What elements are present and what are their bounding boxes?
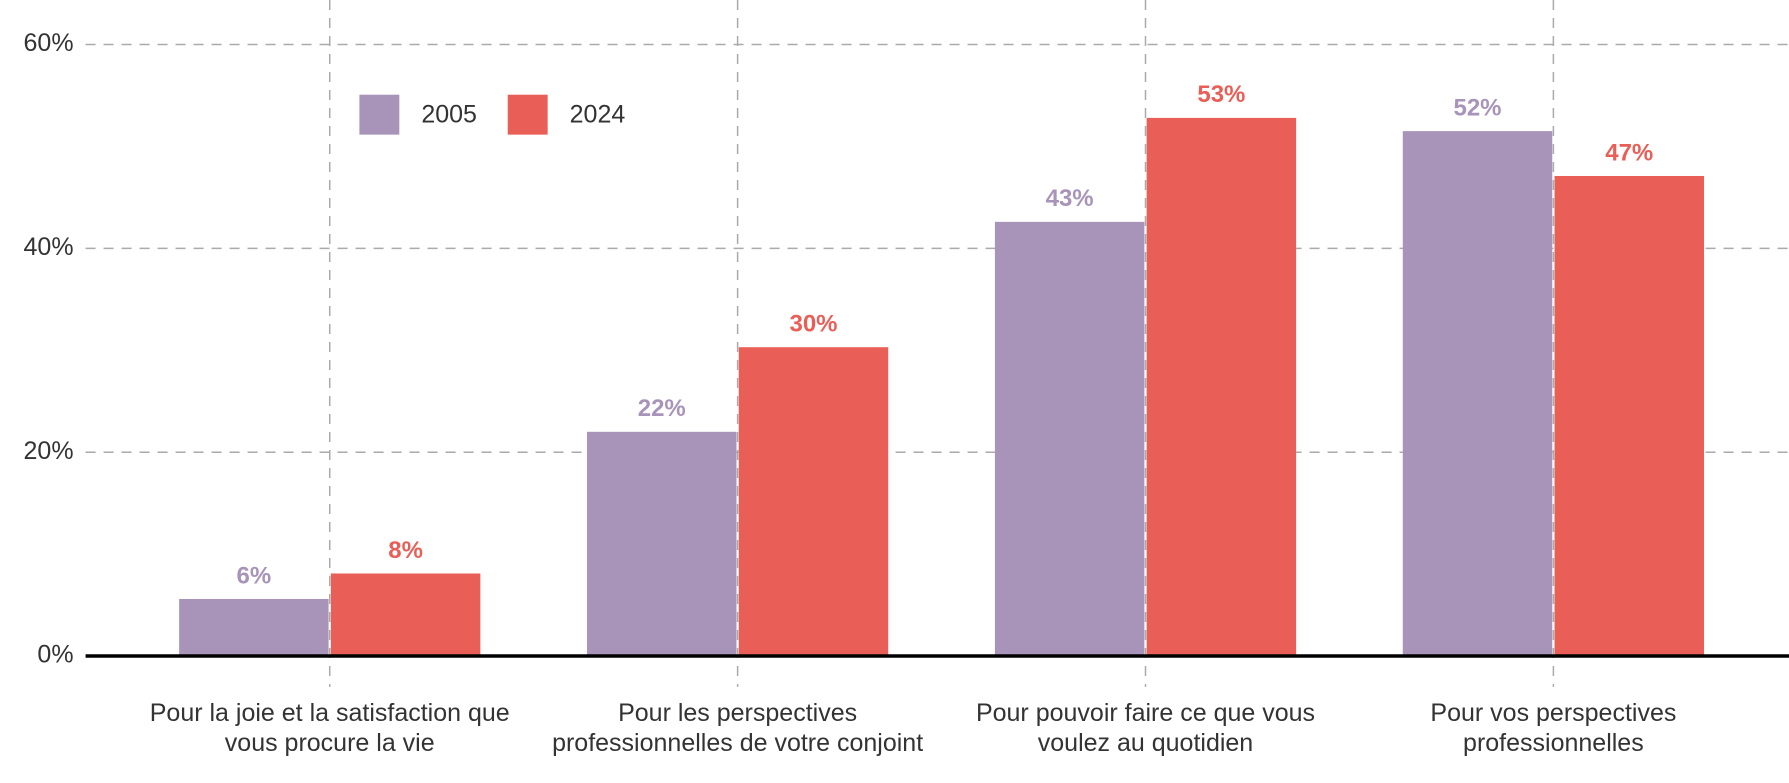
- legend-swatch: [359, 94, 400, 135]
- y-tick-label: 60%: [24, 29, 74, 57]
- value-label: 6%: [237, 562, 272, 589]
- value-label: 8%: [388, 537, 423, 564]
- x-tick-label: Pour pouvoir faire ce que vous voulez au…: [975, 699, 1316, 758]
- value-label: 30%: [789, 311, 837, 338]
- legend-swatch: [507, 94, 548, 135]
- bar: [738, 347, 889, 657]
- value-label: 52%: [1453, 94, 1501, 121]
- x-tick-label: Pour les perspectives professionnelles d…: [552, 699, 924, 758]
- bar: [330, 573, 481, 657]
- x-tick-label: Pour vos perspectives professionnelles: [1430, 699, 1677, 758]
- value-label: 22%: [638, 395, 686, 422]
- bar: [1146, 117, 1297, 657]
- legend-label: 2005: [421, 100, 477, 128]
- bar: [994, 221, 1145, 657]
- y-tick-label: 20%: [24, 437, 74, 465]
- bar: [1402, 131, 1553, 657]
- y-tick-label: 40%: [24, 233, 74, 261]
- bar: [1554, 175, 1704, 657]
- bar: [587, 431, 737, 657]
- value-label: 47%: [1605, 139, 1653, 166]
- value-label: 53%: [1197, 81, 1245, 108]
- legend-label: 2024: [570, 100, 626, 128]
- bar: [179, 598, 329, 657]
- value-label: 43%: [1046, 185, 1094, 212]
- y-tick-label: 0%: [37, 641, 73, 669]
- x-tick-label: Pour la joie et la satisfaction que vous…: [149, 699, 510, 758]
